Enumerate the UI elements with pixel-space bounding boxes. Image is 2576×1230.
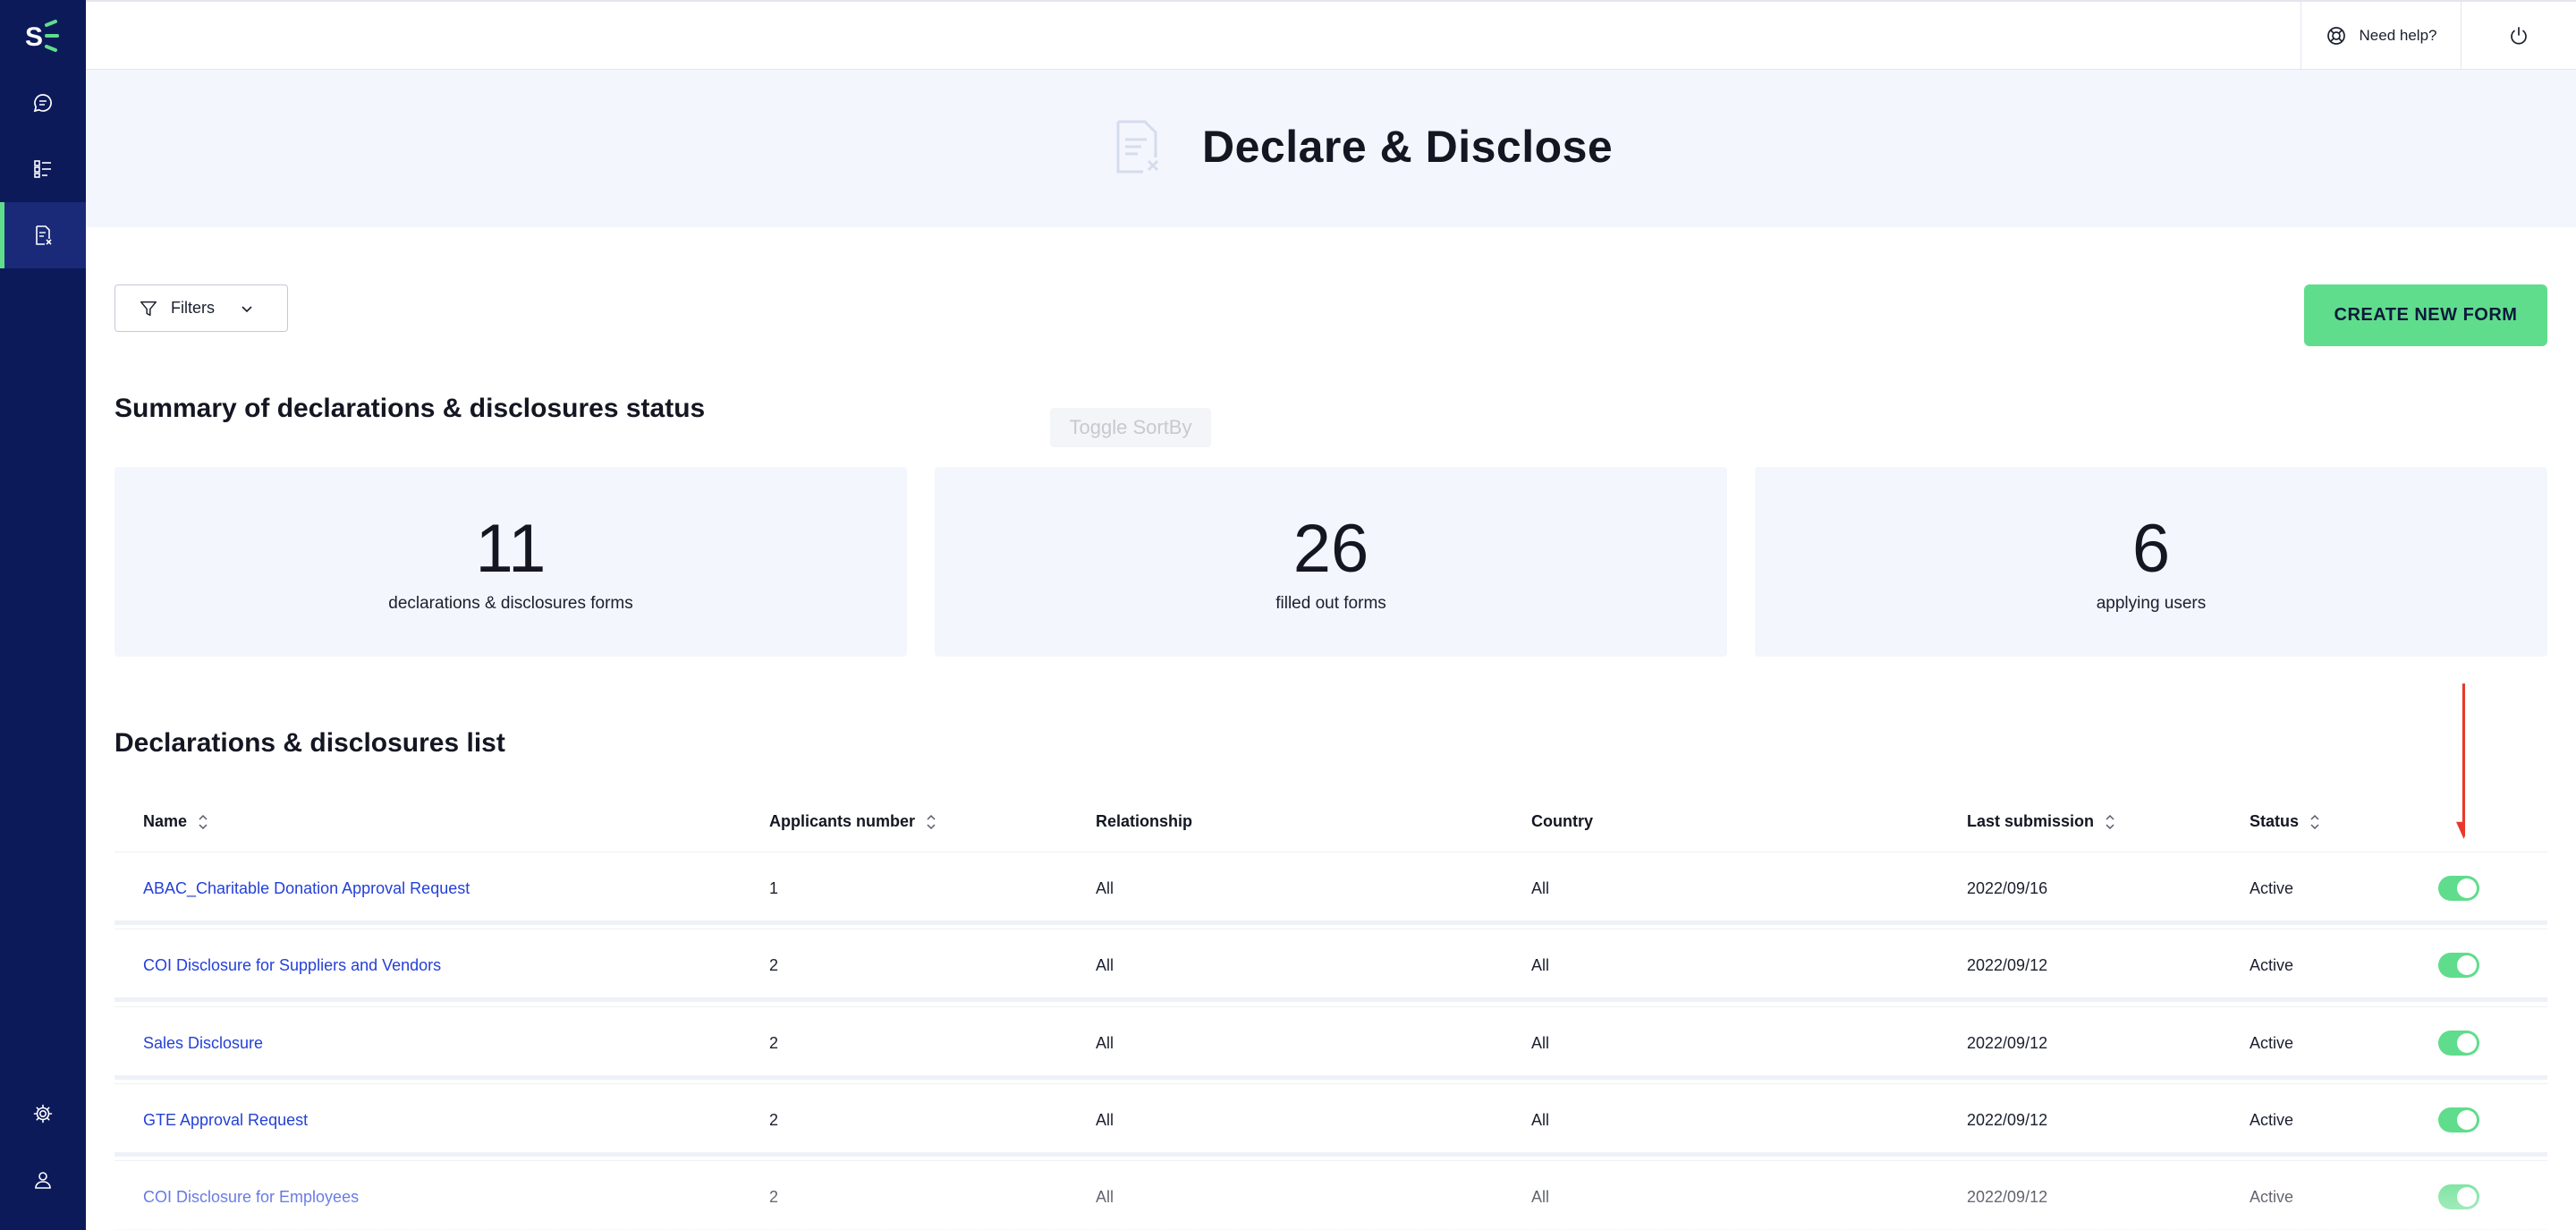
page-title: Declare & Disclose	[1202, 122, 1614, 172]
column-header-relationship: Relationship	[1096, 812, 1192, 831]
status-toggle[interactable]	[2438, 953, 2479, 978]
checklist-icon	[34, 160, 51, 178]
status-toggle[interactable]	[2438, 1107, 2479, 1132]
column-label: Applicants number	[769, 812, 916, 830]
app-logo[interactable]: S	[0, 13, 86, 59]
form-name-link[interactable]: ABAC_Charitable Donation Approval Reques…	[143, 879, 470, 897]
relationship-cell: All	[1096, 1111, 1114, 1129]
logo-icon: S	[25, 20, 59, 52]
last-submission-cell: 2022/09/12	[1967, 1034, 2048, 1052]
need-help-label: Need help?	[2359, 27, 2437, 44]
document-x-icon	[36, 225, 52, 245]
column-label: Last submission	[1967, 812, 2095, 830]
status-cell: Active	[2250, 956, 2294, 974]
sidebar: S	[0, 0, 86, 1230]
need-help-button[interactable]: Need help?	[2301, 2, 2462, 70]
sidebar-item-chat[interactable]	[0, 70, 86, 136]
summary-card-forms: 11 declarations & disclosures forms	[114, 467, 907, 657]
annotation-arrow	[2456, 683, 2465, 839]
filter-icon	[140, 301, 157, 316]
form-name-link[interactable]: GTE Approval Request	[143, 1111, 309, 1129]
sort-icon[interactable]	[2105, 813, 2115, 831]
country-cell: All	[1531, 1034, 1550, 1052]
last-submission-cell: 2022/09/12	[1967, 1111, 2048, 1129]
status-cell: Active	[2250, 1188, 2294, 1206]
column-label: Status	[2250, 812, 2300, 830]
summary-card-users: 6 applying users	[1755, 467, 2547, 657]
list-title: Declarations & disclosures list	[114, 728, 505, 758]
table-row: GTE Approval Request 2 All All 2022/09/1…	[114, 1083, 2547, 1157]
country-cell: All	[1531, 1188, 1550, 1206]
applicants-cell: 2	[769, 956, 779, 974]
top-bar: Need help?	[86, 0, 2576, 70]
status-toggle[interactable]	[2438, 1184, 2479, 1209]
hero-content: Declare & Disclose	[1106, 115, 1613, 179]
relationship-cell: All	[1096, 956, 1114, 974]
chevron-down-icon	[242, 305, 252, 312]
applicants-cell: 2	[769, 1188, 779, 1206]
sort-icon[interactable]	[2309, 813, 2320, 831]
column-header-applicants[interactable]: Applicants number	[769, 812, 936, 831]
applicants-cell: 2	[769, 1034, 779, 1052]
form-name-link[interactable]: Sales Disclosure	[143, 1034, 264, 1052]
sidebar-item-checklist[interactable]	[0, 136, 86, 202]
column-header-country: Country	[1531, 812, 1593, 831]
filters-dropdown[interactable]: Filters	[114, 284, 288, 332]
sort-tooltip: Toggle SortBy	[1050, 408, 1211, 447]
table-row: ABAC_Charitable Donation Approval Reques…	[114, 852, 2547, 925]
applicants-cell: 1	[769, 879, 779, 897]
form-name-link[interactable]: COI Disclosure for Suppliers and Vendors	[143, 956, 442, 974]
form-name-link[interactable]: COI Disclosure for Employees	[143, 1188, 360, 1206]
status-cell: Active	[2250, 879, 2294, 897]
table-header: Name Applicants number Relationship Coun…	[114, 787, 2547, 852]
sort-icon[interactable]	[198, 813, 208, 831]
status-cell: Active	[2250, 1034, 2294, 1052]
sidebar-item-declare-disclose[interactable]	[0, 202, 86, 268]
user-icon	[35, 1172, 51, 1189]
page-hero: Declare & Disclose	[86, 70, 2576, 227]
column-header-status[interactable]: Status	[2250, 812, 2320, 831]
document-x-icon	[1116, 120, 1159, 174]
country-cell: All	[1531, 879, 1550, 897]
lifebuoy-icon	[2326, 27, 2345, 45]
applicants-cell: 2	[769, 1111, 779, 1129]
sidebar-item-settings[interactable]	[0, 1081, 86, 1147]
sidebar-item-profile[interactable]	[0, 1147, 86, 1213]
table-row: COI Disclosure for Suppliers and Vendors…	[114, 929, 2547, 1002]
country-cell: All	[1531, 956, 1550, 974]
chat-icon	[33, 94, 52, 113]
last-submission-cell: 2022/09/12	[1967, 956, 2048, 974]
gear-icon	[33, 1104, 53, 1124]
summary-card-value: 6	[2131, 511, 2171, 587]
summary-card-label: declarations & disclosures forms	[388, 594, 633, 613]
table-row: COI Disclosure for Employees 2 All All 2…	[114, 1160, 2547, 1230]
summary-title: Summary of declarations & disclosures st…	[114, 394, 706, 423]
country-cell: All	[1531, 1111, 1550, 1129]
logout-button[interactable]	[2462, 2, 2576, 70]
last-submission-cell: 2022/09/12	[1967, 1188, 2048, 1206]
status-toggle[interactable]	[2438, 1031, 2479, 1056]
filters-label: Filters	[171, 299, 215, 317]
table-row: Sales Disclosure 2 All All 2022/09/12 Ac…	[114, 1006, 2547, 1080]
relationship-cell: All	[1096, 1188, 1114, 1206]
logo-letter: S	[25, 22, 43, 52]
status-toggle[interactable]	[2438, 876, 2479, 901]
power-icon	[2511, 27, 2527, 45]
summary-card-value: 11	[475, 511, 547, 587]
summary-card-label: applying users	[2096, 594, 2207, 613]
summary-card-value: 26	[1292, 511, 1369, 587]
column-label: Name	[143, 812, 188, 830]
column-header-name[interactable]: Name	[143, 812, 208, 831]
column-header-last-submission[interactable]: Last submission	[1967, 812, 2115, 831]
relationship-cell: All	[1096, 879, 1114, 897]
create-new-form-button[interactable]: CREATE NEW FORM	[2304, 284, 2547, 346]
column-label: Relationship	[1096, 812, 1193, 830]
sort-icon[interactable]	[926, 813, 936, 831]
column-label: Country	[1531, 812, 1593, 830]
status-cell: Active	[2250, 1111, 2294, 1129]
relationship-cell: All	[1096, 1034, 1114, 1052]
last-submission-cell: 2022/09/16	[1967, 879, 2048, 897]
summary-card-filled: 26 filled out forms	[935, 467, 1727, 657]
summary-card-label: filled out forms	[1275, 594, 1386, 613]
